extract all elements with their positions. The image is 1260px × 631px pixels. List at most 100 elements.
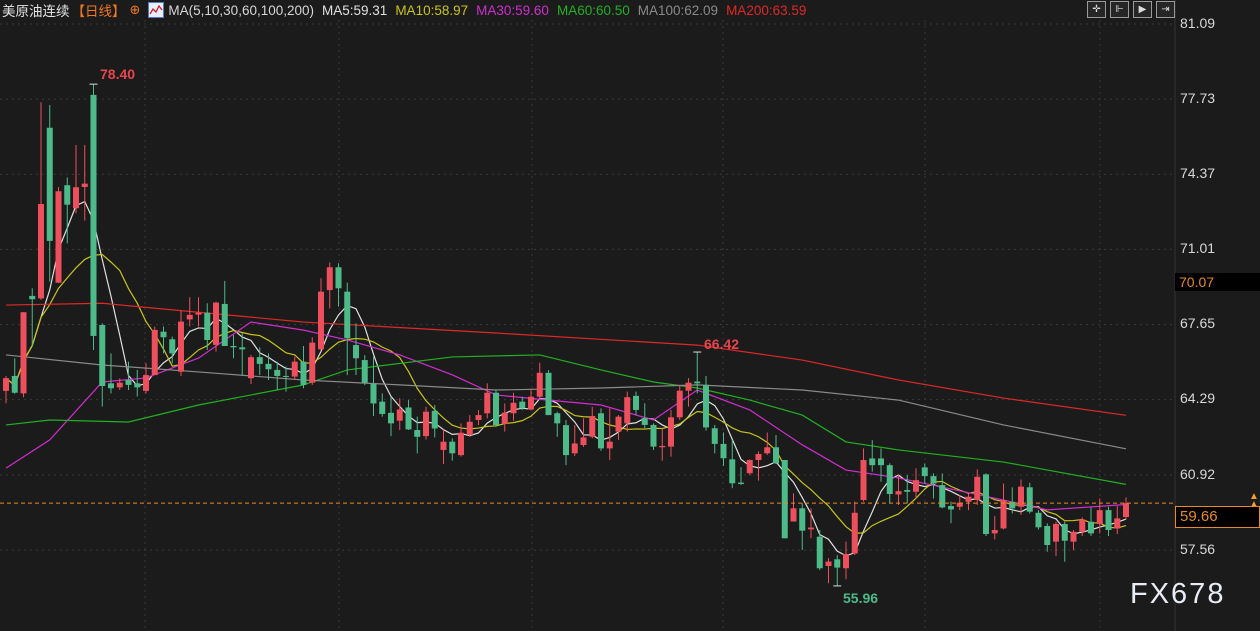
candle-up (291, 356, 298, 380)
candle-body (860, 460, 867, 501)
candle-body (799, 508, 806, 531)
candle-body (134, 383, 141, 388)
candle-body (755, 453, 762, 461)
candle-body (361, 360, 368, 383)
candle-up (1018, 479, 1024, 516)
candle-up (755, 451, 762, 481)
candle-down (816, 530, 823, 571)
candle-body (510, 402, 517, 414)
candle-down (948, 501, 954, 524)
candle-down (335, 263, 342, 307)
crosshair-icon[interactable]: ✛ (1087, 1, 1106, 18)
candle-body (685, 382, 692, 391)
chart-icon[interactable] (148, 2, 165, 18)
candle-up (20, 312, 27, 398)
axis-tick: 71.01 (1180, 240, 1216, 256)
candle-body (29, 295, 36, 300)
candle-up (536, 362, 543, 399)
circle-plus-icon[interactable]: ⊕ (129, 2, 141, 17)
candle-up (510, 392, 517, 421)
ma-params[interactable]: MA(5,10,30,60,100,200) (168, 2, 315, 18)
candle-up (895, 475, 902, 505)
candle-body (160, 331, 167, 338)
candle-down (1009, 487, 1016, 514)
candle-body (414, 430, 421, 437)
mid-high-annotation: 66.42 (704, 336, 740, 352)
candle-body (405, 407, 412, 430)
scroll-up-arrow-icon[interactable]: ▲ ▲ (1249, 491, 1259, 510)
candle-body (720, 443, 727, 459)
candle-up (501, 403, 508, 432)
candle-up (318, 278, 324, 351)
candle-body (1061, 523, 1068, 541)
candle-down (344, 282, 351, 376)
candle-body (589, 415, 596, 437)
candle-down (125, 361, 132, 391)
candle-body (169, 339, 176, 354)
candle-up (965, 493, 972, 511)
candle-body (886, 465, 893, 495)
candle-down (29, 288, 36, 347)
candle-up (676, 384, 683, 420)
candle-body (256, 357, 263, 364)
candle-body (895, 491, 902, 495)
candle-up (790, 493, 797, 522)
ma5-value: MA5:59.31 (322, 2, 388, 18)
candle-up (143, 363, 149, 394)
ma100-value: MA100:62.09 (637, 2, 719, 18)
candle-down (300, 345, 307, 389)
zoom-range-icon[interactable]: ⊩ (1110, 1, 1129, 18)
candle-body (291, 361, 298, 377)
moving-average-lines (5, 200, 1127, 557)
candle-down (230, 335, 237, 359)
ma10-line (5, 253, 1127, 534)
candle-body (501, 412, 508, 425)
ma60-line (5, 354, 1127, 485)
candle-down (99, 323, 106, 407)
candle-down (703, 375, 709, 431)
candle-body (248, 357, 254, 379)
candle-body (851, 512, 858, 554)
candle-body (571, 443, 578, 454)
play-icon[interactable]: ▶ (1133, 1, 1152, 18)
candle-down (886, 463, 893, 504)
candle-up (843, 541, 849, 580)
candle-down (921, 463, 928, 484)
candle-body (283, 375, 289, 377)
candle-body (545, 372, 552, 416)
candle-up (440, 429, 447, 465)
candle-down (650, 423, 657, 450)
candle-body (38, 203, 44, 299)
candle-body (344, 291, 351, 339)
candle-body (239, 347, 246, 350)
candle-down (641, 403, 648, 429)
candle-up (55, 187, 62, 284)
candle-body (213, 302, 219, 345)
candle-down (169, 336, 176, 364)
candle-up (1096, 498, 1103, 534)
candle-up (685, 378, 692, 407)
candle-body (335, 267, 342, 289)
candle-body (440, 441, 447, 450)
exit-icon[interactable]: ⇥ (1156, 1, 1175, 18)
candle-body (711, 428, 718, 444)
candle-body (913, 480, 919, 492)
candle-up (764, 432, 771, 455)
candle-body (1114, 518, 1121, 529)
candle-body (318, 291, 324, 350)
candle-body (790, 508, 797, 522)
candle-down (983, 473, 989, 537)
candle-body (1096, 510, 1103, 524)
candle-body (991, 530, 998, 534)
candle-down (46, 104, 53, 282)
candle-down (265, 353, 272, 380)
candle-body (563, 425, 569, 456)
candle-body (230, 345, 237, 348)
candle-body (195, 312, 202, 315)
candle-down (160, 326, 167, 354)
candle-down (799, 503, 806, 550)
candle-up (528, 388, 534, 411)
period-selector[interactable]: 【日线】 (71, 4, 126, 19)
ma60-value: MA60:60.50 (556, 2, 630, 18)
